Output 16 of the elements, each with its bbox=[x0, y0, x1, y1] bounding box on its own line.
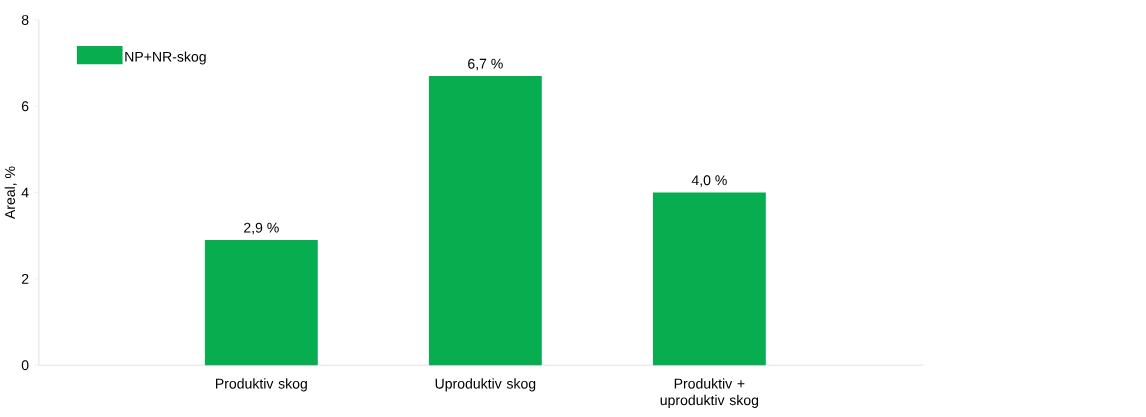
legend-label: NP+NR-skog bbox=[125, 51, 206, 65]
y-axis-title: Areal, % bbox=[4, 166, 17, 219]
data-label: 6,7 % bbox=[468, 58, 503, 71]
y-tick-label: 2 bbox=[21, 273, 29, 284]
x-tick-label: Uproduktiv skog bbox=[435, 378, 536, 392]
data-label: 2,9 % bbox=[244, 222, 279, 235]
x-tick-label: Produktiv + uproduktiv skog bbox=[660, 378, 759, 408]
bar bbox=[204, 239, 318, 365]
data-label: 4,0 % bbox=[691, 175, 727, 187]
y-tick-label: 8 bbox=[21, 14, 29, 25]
bar bbox=[428, 75, 542, 365]
bar bbox=[652, 192, 766, 365]
y-tick-label: 0 bbox=[21, 359, 29, 370]
y-tick-label: 4 bbox=[21, 187, 29, 198]
y-tick-label: 6 bbox=[21, 101, 29, 111]
x-tick-label: Produktiv skog bbox=[216, 378, 307, 392]
